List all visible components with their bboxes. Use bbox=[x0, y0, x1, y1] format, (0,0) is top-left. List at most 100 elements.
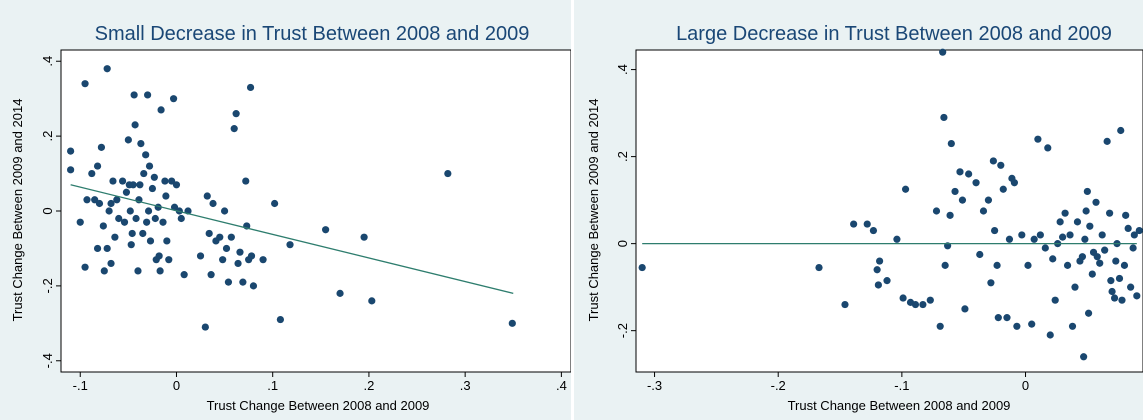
data-point bbox=[1051, 296, 1059, 304]
data-point bbox=[1093, 253, 1101, 261]
data-point bbox=[76, 218, 84, 226]
y-axis-label: Trust Change Between 2009 and 2014 bbox=[586, 99, 601, 322]
data-point bbox=[874, 281, 882, 289]
data-point bbox=[271, 199, 279, 208]
data-point bbox=[1129, 244, 1137, 252]
x-tick-label: 0 bbox=[173, 378, 180, 393]
data-point bbox=[126, 207, 134, 215]
y-tick-label: .2 bbox=[615, 151, 630, 162]
y-tick-label: 0 bbox=[40, 207, 55, 214]
data-point bbox=[143, 218, 151, 226]
data-point bbox=[999, 185, 1007, 193]
data-point bbox=[1086, 222, 1094, 230]
data-point bbox=[81, 263, 89, 271]
data-point bbox=[107, 259, 115, 268]
data-point bbox=[120, 218, 129, 226]
data-point bbox=[207, 271, 215, 279]
data-point bbox=[508, 319, 516, 327]
data-point bbox=[869, 226, 878, 235]
data-point bbox=[159, 218, 167, 226]
data-point bbox=[93, 162, 102, 170]
data-point bbox=[109, 177, 117, 185]
data-point bbox=[919, 300, 927, 309]
y-tick-label: .4 bbox=[615, 64, 630, 75]
data-point bbox=[137, 140, 145, 148]
data-point bbox=[1127, 283, 1135, 291]
data-point bbox=[901, 185, 910, 193]
data-point bbox=[205, 229, 213, 238]
left-scatter-chart: Small Decrease in Trust Between 2008 and… bbox=[10, 23, 571, 413]
data-point bbox=[993, 261, 1001, 269]
data-point bbox=[134, 267, 142, 275]
right-chart-panel: Large Decrease in Trust Between 2008 and… bbox=[574, 0, 1143, 420]
data-point bbox=[1041, 244, 1049, 252]
data-point bbox=[128, 229, 136, 238]
data-point bbox=[876, 257, 884, 265]
data-point bbox=[222, 244, 231, 253]
y-tick-label: 0 bbox=[615, 240, 630, 247]
data-point bbox=[1036, 231, 1044, 239]
x-tick-label: 0 bbox=[1022, 378, 1029, 393]
data-point bbox=[115, 214, 123, 223]
left-chart-panel: Small Decrease in Trust Between 2008 and… bbox=[0, 0, 571, 420]
data-point bbox=[368, 297, 376, 305]
data-point bbox=[841, 300, 849, 309]
data-point bbox=[165, 256, 173, 264]
data-point bbox=[994, 314, 1002, 322]
y-tick-label: -.2 bbox=[615, 323, 630, 338]
data-point bbox=[1046, 331, 1054, 339]
x-axis-label: Trust Change Between 2008 and 2009 bbox=[788, 398, 1011, 413]
data-point bbox=[1122, 211, 1130, 219]
data-point bbox=[203, 192, 211, 200]
data-point bbox=[893, 235, 901, 243]
data-point bbox=[169, 95, 178, 103]
data-point bbox=[972, 179, 980, 187]
data-point bbox=[815, 263, 823, 272]
data-point bbox=[172, 181, 181, 189]
data-point bbox=[122, 188, 131, 196]
data-point bbox=[180, 271, 188, 279]
data-point bbox=[216, 233, 224, 241]
x-tick-label: -.1 bbox=[73, 378, 88, 393]
data-point bbox=[940, 113, 948, 122]
data-point bbox=[1096, 259, 1104, 267]
data-point bbox=[1084, 309, 1093, 317]
data-point bbox=[83, 196, 91, 204]
data-point bbox=[67, 147, 75, 155]
data-point bbox=[997, 161, 1005, 169]
data-point bbox=[196, 252, 205, 260]
data-point bbox=[113, 196, 121, 204]
data-point bbox=[1118, 296, 1126, 304]
x-tick-label: -.3 bbox=[647, 378, 662, 393]
data-point bbox=[941, 261, 949, 269]
data-point bbox=[1013, 322, 1021, 330]
data-point bbox=[947, 139, 955, 148]
data-point bbox=[1068, 322, 1077, 330]
data-point bbox=[155, 252, 163, 260]
x-tick-label: -.2 bbox=[771, 378, 786, 393]
data-point bbox=[850, 220, 858, 228]
data-point bbox=[638, 263, 646, 272]
data-point bbox=[956, 168, 964, 176]
data-point bbox=[926, 296, 934, 304]
data-point bbox=[1071, 283, 1079, 291]
data-point bbox=[111, 233, 119, 241]
data-point bbox=[150, 173, 158, 181]
data-point bbox=[1081, 235, 1089, 243]
data-point bbox=[151, 214, 159, 223]
data-point bbox=[219, 256, 227, 264]
right-scatter-chart: Large Decrease in Trust Between 2008 and… bbox=[586, 23, 1143, 413]
data-point bbox=[142, 151, 150, 159]
data-point bbox=[1083, 187, 1091, 196]
data-point bbox=[1030, 235, 1038, 243]
data-point bbox=[124, 136, 132, 144]
data-point bbox=[97, 143, 106, 151]
data-point bbox=[156, 267, 164, 275]
data-point bbox=[224, 278, 233, 286]
data-point bbox=[131, 121, 139, 129]
chart-title: Small Decrease in Trust Between 2008 and… bbox=[95, 23, 530, 45]
data-point bbox=[67, 166, 75, 174]
data-point bbox=[958, 196, 967, 204]
data-point bbox=[105, 207, 113, 215]
data-point bbox=[276, 315, 284, 324]
